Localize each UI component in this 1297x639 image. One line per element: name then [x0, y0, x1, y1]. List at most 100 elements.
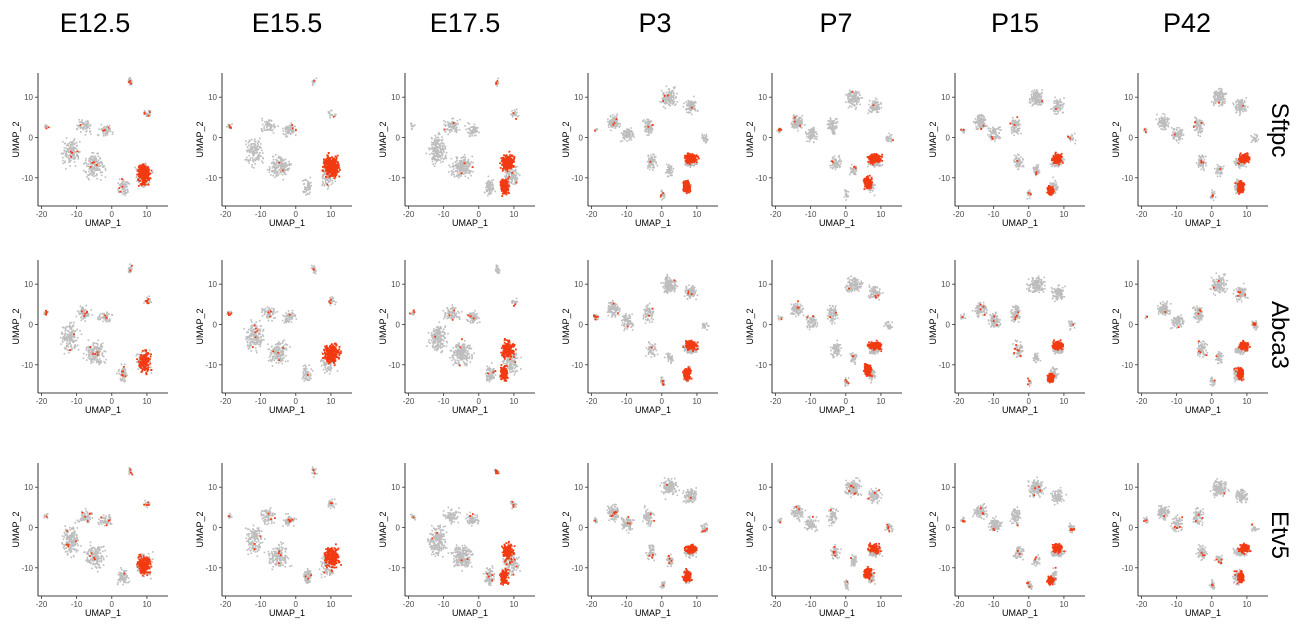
cell-point — [507, 157, 509, 159]
cell-point — [506, 173, 508, 175]
cell-point — [324, 165, 326, 167]
cell-point — [91, 175, 93, 177]
cell-point — [488, 188, 490, 190]
cell-point — [438, 137, 440, 139]
cell-point — [457, 123, 459, 125]
cell-point — [94, 170, 96, 172]
cell-point — [457, 120, 459, 122]
cell-point — [460, 164, 462, 166]
cell-point — [295, 134, 297, 136]
cell-point — [889, 135, 891, 137]
cell-point — [628, 129, 630, 131]
cell-point — [613, 120, 615, 122]
cell-point — [100, 179, 102, 181]
cell-point — [245, 140, 247, 142]
cell-point — [248, 140, 250, 142]
cell-point — [620, 141, 622, 143]
cell-point — [616, 116, 618, 118]
cell-point — [838, 163, 840, 165]
cell-point — [504, 162, 506, 164]
cell-point — [647, 126, 649, 128]
cell-point — [472, 162, 474, 164]
cell-point — [74, 143, 76, 145]
cell-point — [256, 152, 258, 154]
cell-point — [628, 135, 630, 137]
cell-point — [126, 186, 128, 188]
cell-point — [250, 144, 252, 146]
cell-point — [813, 127, 815, 129]
cell-point — [672, 171, 674, 173]
cell-point — [469, 171, 471, 173]
cell-point — [258, 140, 260, 142]
cell-point — [83, 163, 85, 165]
cell-point — [266, 121, 268, 123]
cell-point — [268, 129, 270, 131]
cell-point — [487, 190, 489, 192]
cell-point — [645, 121, 647, 123]
cell-point — [430, 148, 432, 150]
cell-point — [231, 123, 233, 125]
cell-point — [105, 168, 107, 170]
cell-point — [643, 119, 645, 121]
cell-point — [506, 175, 508, 177]
cell-point — [835, 118, 837, 120]
cell-point — [492, 186, 494, 188]
cell-point — [459, 129, 461, 131]
cell-point — [515, 183, 517, 185]
cell-point — [472, 129, 474, 131]
cell-point — [692, 104, 694, 106]
cell-point — [79, 151, 81, 153]
cell-point — [138, 169, 140, 171]
cell-point — [675, 96, 677, 98]
cell-point — [148, 184, 150, 186]
cell-point — [447, 134, 449, 136]
cell-point — [251, 151, 253, 153]
cell-point — [330, 157, 332, 159]
cell-point — [451, 172, 453, 174]
cell-point — [246, 157, 248, 159]
y-axis-label: UMAP_2 — [195, 121, 205, 157]
cell-point — [76, 153, 78, 155]
cell-point — [509, 171, 511, 173]
cell-point — [505, 186, 507, 188]
cell-point — [254, 146, 256, 148]
cell-point — [455, 125, 457, 127]
cell-point — [797, 130, 799, 132]
cell-point — [252, 148, 254, 150]
cell-point — [285, 159, 287, 161]
cell-point — [870, 192, 872, 194]
cell-point — [288, 164, 290, 166]
cell-point — [633, 136, 635, 138]
cell-point — [322, 176, 324, 178]
cell-point — [306, 194, 308, 196]
cell-point — [105, 176, 107, 178]
cell-point — [509, 151, 511, 153]
expressing-cells — [46, 80, 153, 193]
cell-point — [453, 128, 455, 130]
cell-point — [119, 187, 121, 189]
cell-point — [331, 184, 333, 186]
cell-point — [804, 124, 806, 126]
cell-point — [515, 171, 517, 173]
cell-point — [333, 159, 335, 161]
cell-point — [262, 157, 264, 159]
panel-sftpc-e17-5: -20 -10 0 10100-10UMAP_1UMAP_2 — [378, 73, 535, 228]
cell-point — [90, 156, 92, 158]
cell-point — [257, 144, 259, 146]
cell-point — [285, 131, 287, 133]
cell-point — [467, 168, 469, 170]
x-tick-label: 10 — [692, 210, 701, 219]
cell-point — [616, 114, 618, 116]
cell-point — [274, 167, 276, 169]
cell-point — [447, 128, 449, 130]
cell-point — [448, 171, 450, 173]
cell-point — [97, 161, 99, 163]
cell-point — [451, 174, 453, 176]
cell-point — [246, 159, 248, 161]
cell-point — [128, 81, 130, 83]
cell-point — [683, 190, 685, 192]
cell-point — [69, 165, 71, 167]
cell-point — [261, 150, 263, 152]
cell-point — [454, 175, 456, 177]
cell-point — [334, 115, 336, 117]
